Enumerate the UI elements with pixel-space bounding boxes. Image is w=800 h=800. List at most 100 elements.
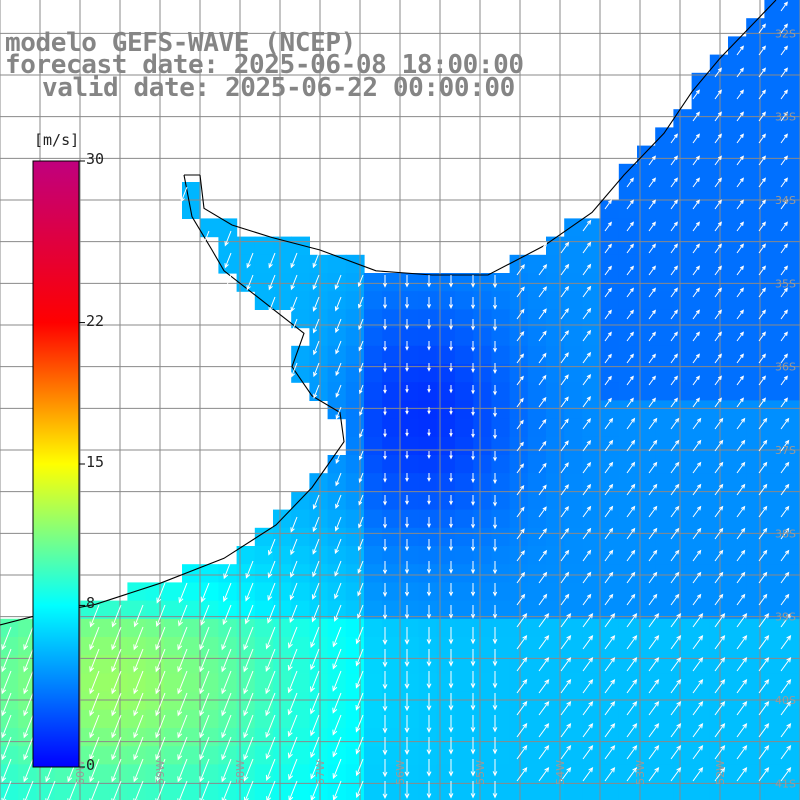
wind-speed-cell	[527, 436, 547, 456]
wind-vector-arrow	[335, 494, 342, 509]
wind-vector-arrow	[538, 506, 547, 518]
wind-speed-cell	[691, 236, 711, 256]
wind-vector-arrow	[604, 461, 614, 474]
wind-speed-cell	[782, 637, 800, 656]
wind-speed-cell	[254, 527, 274, 547]
wind-vector-arrow	[470, 627, 476, 645]
wind-vector-arrow	[538, 241, 548, 254]
wind-vector-arrow	[626, 549, 636, 562]
wind-speed-cell	[618, 637, 638, 656]
wind-vector-arrow	[692, 593, 702, 606]
wind-speed-cell	[455, 764, 474, 784]
wind-speed-cell	[582, 364, 602, 383]
wind-speed-cell	[764, 564, 784, 583]
wind-speed-cell	[637, 418, 656, 438]
wind-speed-cell	[782, 236, 800, 256]
wind-speed-cell	[673, 455, 693, 474]
longitude-label: 58W	[234, 760, 247, 785]
wind-speed-cell	[527, 400, 547, 420]
wind-vector-arrow	[1, 714, 12, 739]
wind-speed-cell	[273, 782, 292, 800]
wind-speed-cell	[728, 709, 747, 729]
wind-vector-arrow	[265, 758, 276, 781]
wind-speed-cell	[273, 637, 292, 656]
wind-speed-cell	[127, 673, 147, 693]
wind-vector-arrow	[404, 671, 410, 690]
wind-vector-arrow	[670, 309, 678, 320]
wind-speed-cell	[746, 200, 765, 219]
wind-speed-cell	[0, 691, 19, 711]
wind-vector-arrow	[470, 759, 476, 777]
wind-speed-cell	[618, 709, 638, 729]
wind-speed-cell	[637, 473, 656, 492]
wind-speed-cell	[309, 327, 329, 347]
wind-speed-cell	[546, 582, 565, 602]
wind-speed-cell	[455, 436, 474, 456]
wind-speed-cell	[582, 600, 602, 620]
wind-vector-arrow	[359, 428, 364, 439]
wind-speed-cell	[637, 291, 656, 310]
wind-speed-cell	[600, 709, 620, 729]
wind-speed-cell	[637, 254, 656, 274]
wind-speed-cell	[655, 364, 674, 383]
wind-speed-cell	[746, 109, 765, 128]
wind-vector-arrow	[267, 560, 276, 579]
wind-vector-arrow	[670, 744, 682, 760]
wind-speed-cell	[746, 709, 765, 729]
wind-vector-arrow	[692, 678, 704, 694]
wind-vector-arrow	[427, 385, 431, 393]
wind-speed-cell	[254, 254, 274, 274]
wind-speed-cell	[600, 418, 620, 438]
latitude-label: 38S	[775, 527, 796, 540]
wind-vector-arrow	[648, 505, 658, 518]
wind-vector-arrow	[335, 318, 342, 334]
wind-speed-cell	[764, 18, 784, 37]
wind-speed-cell	[655, 546, 674, 565]
wind-speed-cell	[746, 546, 765, 565]
wind-speed-cell	[382, 345, 401, 365]
wind-vector-arrow	[265, 714, 276, 739]
wind-vector-arrow	[780, 766, 792, 782]
wind-speed-cell	[782, 400, 800, 420]
wind-speed-cell	[546, 546, 565, 565]
wind-speed-cell	[418, 618, 438, 638]
wind-speed-cell	[691, 546, 711, 565]
longitude-label: 59W	[154, 760, 167, 785]
wind-speed-cell	[637, 145, 656, 165]
wind-speed-cell	[473, 382, 492, 401]
wind-vector-arrow	[736, 309, 744, 320]
wind-speed-cell	[200, 218, 219, 238]
wind-vector-arrow	[626, 612, 638, 628]
wind-vector-arrow	[560, 462, 569, 474]
wind-speed-cell	[782, 782, 800, 800]
wind-speed-cell	[145, 637, 165, 656]
wind-speed-cell	[728, 345, 747, 365]
wind-speed-cell	[382, 273, 401, 292]
wind-speed-cell	[655, 728, 674, 747]
wind-speed-cell	[418, 527, 438, 547]
wind-vector-arrow	[493, 473, 497, 485]
wind-vector-arrow	[111, 758, 122, 783]
wind-vector-arrow	[714, 89, 722, 100]
wind-vector-arrow	[714, 766, 726, 782]
wind-vector-arrow	[692, 133, 700, 144]
wind-speed-cell	[473, 618, 492, 638]
wind-vector-arrow	[582, 351, 592, 364]
wind-vector-arrow	[492, 319, 498, 332]
wind-vector-arrow	[383, 451, 387, 460]
wind-speed-cell	[382, 364, 401, 383]
wind-speed-cell	[382, 709, 401, 729]
wind-speed-cell	[655, 273, 674, 292]
wind-speed-cell	[127, 709, 147, 729]
wind-speed-cell	[182, 728, 201, 747]
wind-vector-arrow	[382, 671, 388, 690]
wind-vector-arrow	[714, 505, 724, 518]
wind-speed-cell	[364, 364, 383, 383]
wind-speed-cell	[782, 18, 800, 37]
wind-vector-arrow	[604, 571, 614, 584]
wind-vector-arrow	[714, 287, 722, 298]
wind-vector-arrow	[758, 331, 766, 342]
wind-speed-cell	[673, 655, 693, 674]
wind-vector-arrow	[405, 363, 409, 372]
